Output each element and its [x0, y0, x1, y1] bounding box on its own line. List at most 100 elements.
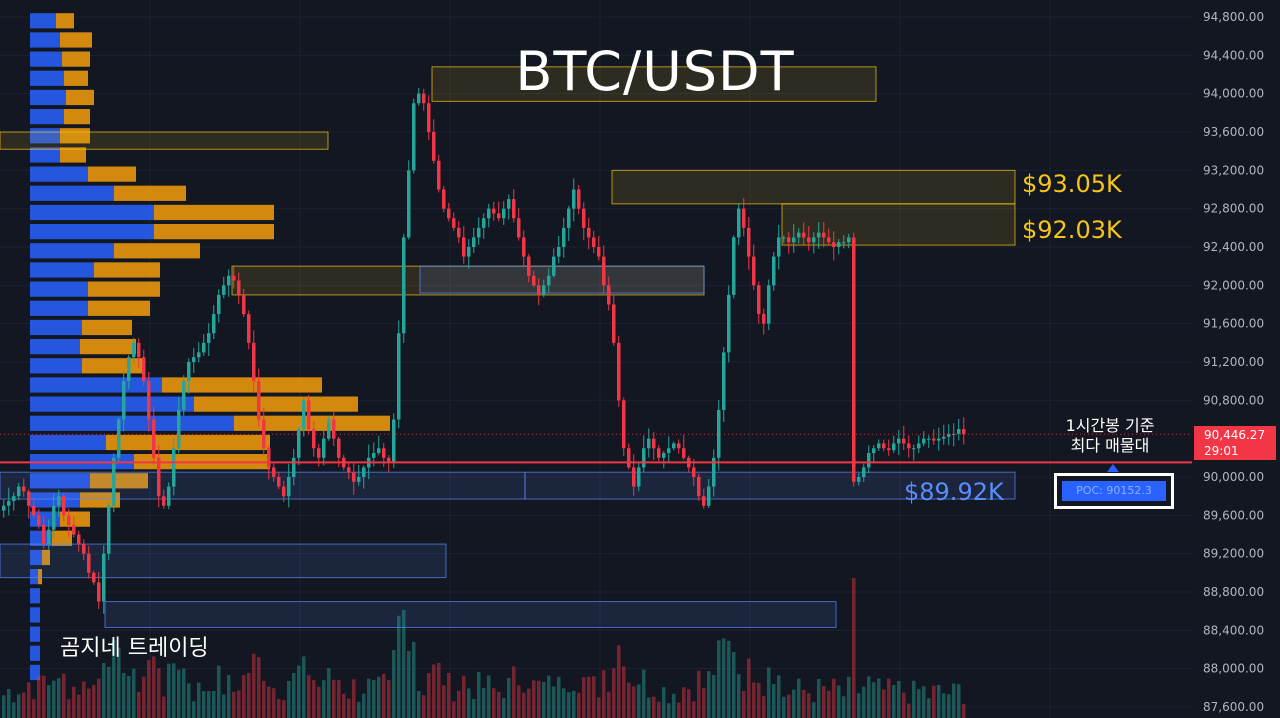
volume-bar: [472, 698, 476, 718]
resistance-label-93050: $93.05K: [1022, 170, 1122, 198]
candle-body: [247, 314, 251, 343]
volume-bar: [197, 682, 201, 718]
candle-body: [517, 218, 521, 238]
candle-body: [567, 208, 571, 228]
volume-profile-sell-bar: [82, 358, 142, 374]
candle-body: [252, 342, 256, 382]
volume-profile-buy-bar: [30, 243, 114, 259]
demand-zone: [104, 601, 837, 628]
volume-profile-sell-bar: [60, 147, 86, 163]
volume-profile-buy-bar: [30, 13, 56, 29]
volume-bar: [212, 690, 216, 718]
candle-body: [52, 505, 56, 530]
volume-bar: [102, 663, 106, 718]
poc-pointer-icon: [1107, 464, 1119, 472]
candle-body: [757, 285, 761, 315]
candle-countdown: 29:01: [1204, 444, 1239, 458]
volume-bar: [367, 678, 371, 718]
volume-bar: [932, 685, 936, 718]
volume-bar: [7, 689, 11, 718]
volume-profile-sell-bar: [114, 243, 200, 259]
volume-bar: [82, 681, 86, 718]
volume-profile-sell-bar: [82, 319, 132, 336]
candle-body: [312, 429, 316, 449]
candle-body: [22, 486, 26, 492]
candle-body: [607, 285, 611, 305]
volume-bar: [802, 689, 806, 718]
y-tick-label: 93,600.00: [1203, 125, 1264, 139]
volume-bar: [67, 699, 71, 718]
volume-bar: [632, 686, 636, 718]
volume-profile-sell-bar: [154, 224, 274, 240]
candle-body: [672, 443, 676, 449]
candle-body: [152, 419, 156, 458]
volume-bar: [192, 701, 196, 718]
volume-profile-sell-bar: [64, 70, 88, 86]
volume-bar: [27, 682, 31, 718]
candle-body: [357, 477, 361, 482]
volume-bar: [537, 680, 541, 718]
volume-bar: [637, 684, 641, 718]
candle-body: [417, 93, 421, 104]
volume-bar: [497, 691, 501, 718]
volume-bar: [362, 693, 366, 718]
volume-profile-sell-bar: [90, 473, 148, 489]
volume-profile-buy-bar: [30, 224, 154, 240]
volume-bar: [107, 666, 111, 718]
y-tick-label: 94,400.00: [1203, 48, 1264, 62]
candle-body: [392, 419, 396, 463]
volume-profile-buy-bar: [30, 147, 60, 163]
candle-body: [677, 443, 681, 449]
volume-profile-buy-bar: [30, 204, 154, 221]
volume-bar: [202, 691, 206, 718]
volume-bar: [372, 680, 376, 718]
volume-profile-buy-bar: [30, 109, 64, 125]
volume-bar: [507, 677, 511, 718]
candle-body: [87, 553, 91, 573]
candle-body: [767, 285, 771, 324]
volume-bar: [697, 670, 701, 718]
candle-body: [307, 400, 311, 430]
candle-body: [462, 237, 466, 257]
volume-profile-sell-bar: [42, 549, 50, 566]
volume-bar: [392, 650, 396, 718]
volume-bar: [602, 670, 606, 718]
candle-body: [747, 227, 751, 257]
volume-bar: [327, 668, 331, 718]
volume-bar: [587, 676, 591, 718]
candle-body: [277, 477, 281, 487]
candle-body: [192, 357, 196, 362]
volume-bar: [177, 669, 181, 718]
candle-body: [442, 189, 446, 209]
candle-body: [217, 294, 221, 315]
volume-profile-buy-bar: [30, 319, 82, 336]
candle-body: [877, 443, 881, 449]
volume-bar: [417, 690, 421, 718]
candle-body: [82, 544, 86, 554]
y-tick-label: 92,000.00: [1203, 278, 1264, 292]
candle-body: [227, 275, 231, 286]
volume-bar: [882, 689, 886, 718]
volume-profile-buy-bar: [30, 607, 40, 623]
volume-bar: [552, 686, 556, 718]
volume-bar: [487, 675, 491, 718]
candle-body: [302, 400, 306, 430]
candle-body: [467, 247, 471, 257]
volume-bar: [22, 692, 26, 718]
candle-body: [562, 227, 566, 247]
volume-profile-buy-bar: [30, 185, 114, 201]
y-tick-label: 93,200.00: [1203, 163, 1264, 177]
resistance-zone: [611, 169, 1016, 205]
volume-profile-sell-bar: [94, 262, 160, 278]
volume-profile-sell-bar: [64, 109, 90, 125]
candle-body: [617, 342, 621, 401]
volume-bar: [332, 679, 336, 718]
volume-profile-sell-bar: [194, 396, 358, 412]
candle-body: [712, 457, 716, 487]
candle-body: [752, 256, 756, 286]
candle-body: [412, 103, 416, 171]
volume-bar: [742, 691, 746, 718]
volume-bar: [757, 682, 761, 718]
candle-body: [297, 429, 301, 458]
volume-bar: [657, 701, 661, 718]
